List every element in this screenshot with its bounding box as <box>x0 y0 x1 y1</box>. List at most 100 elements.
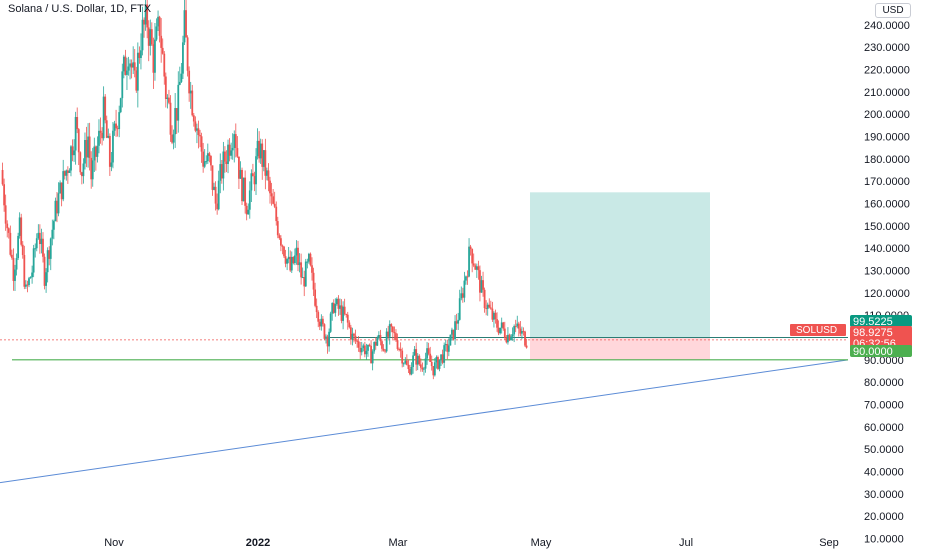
candle-body <box>130 63 133 68</box>
candle-body <box>192 115 195 122</box>
candle-body <box>349 327 352 340</box>
candle-body <box>116 128 119 130</box>
candle-body <box>152 44 155 73</box>
candle-body <box>191 90 194 116</box>
candle-body <box>356 340 358 342</box>
candle-body <box>295 247 298 256</box>
candle-body <box>404 360 407 364</box>
candle-body <box>68 170 71 173</box>
candle-body <box>323 324 326 339</box>
candle-body <box>354 335 357 341</box>
candle-body <box>199 135 201 137</box>
candle-body <box>230 150 233 156</box>
candle-body <box>9 232 12 255</box>
time-axis: Nov 2022 Mar May Jul Sep <box>104 537 839 549</box>
candle-body <box>368 344 371 346</box>
candle-body <box>91 160 94 180</box>
currency-unit-button[interactable]: USD <box>875 3 911 18</box>
candle-body <box>154 39 156 73</box>
candle-body <box>49 238 52 259</box>
candle-body <box>301 277 304 279</box>
candle-body <box>214 186 217 204</box>
y-tick-label: 200.0000 <box>864 109 910 121</box>
candle-body <box>101 132 103 139</box>
candle-body <box>217 180 220 210</box>
candle-body <box>423 368 425 370</box>
x-tick-label: Sep <box>819 537 839 549</box>
high-price-tag: 99.5225 <box>853 316 893 328</box>
candle-body <box>87 136 89 158</box>
x-tick-label: May <box>531 537 552 549</box>
candle-body <box>508 334 511 341</box>
candle-body <box>197 128 200 136</box>
candle-body <box>447 345 450 352</box>
candle-body <box>146 4 149 28</box>
candle-body <box>57 193 60 214</box>
candle-body <box>71 146 74 156</box>
candle-body <box>429 353 432 362</box>
candle-body <box>26 284 29 286</box>
high-price-tag-bg <box>850 315 912 327</box>
candle-body <box>112 130 114 163</box>
candle-body <box>311 265 313 273</box>
candle-body <box>45 272 47 286</box>
candle-body <box>449 334 452 346</box>
candle-body <box>222 151 225 179</box>
chart-lines <box>0 336 849 484</box>
candle-body <box>178 81 181 85</box>
candle-body <box>60 182 63 200</box>
candle-body <box>164 76 167 99</box>
candle-body <box>315 305 318 313</box>
candle-body <box>415 349 418 365</box>
candle-body <box>371 351 374 364</box>
candle-body <box>1 169 4 185</box>
candles <box>1 0 528 380</box>
candle-body <box>391 326 394 333</box>
candle-body <box>144 4 147 25</box>
candle-body <box>7 228 10 233</box>
candle-body <box>102 96 105 139</box>
candle-body <box>52 221 55 230</box>
candle-body <box>482 280 484 290</box>
candle-body <box>328 331 331 347</box>
x-tick-label: Nov <box>104 537 124 549</box>
x-tick-label: Mar <box>389 537 408 549</box>
candle-body <box>424 358 427 369</box>
candle-body <box>234 134 237 149</box>
candle-body <box>252 173 254 177</box>
candle-body <box>133 62 136 71</box>
candle-body <box>73 150 75 156</box>
candle-body <box>373 342 376 352</box>
candle-body <box>250 173 253 191</box>
candle-body <box>292 256 295 264</box>
candle-body <box>348 322 351 328</box>
candle-body <box>210 156 212 166</box>
candle-body <box>460 293 463 299</box>
candle-body <box>43 256 46 286</box>
candle-body <box>261 143 264 167</box>
candle-body <box>225 161 228 164</box>
candle-body <box>160 35 163 48</box>
candle-body <box>337 298 340 309</box>
candle-body <box>346 314 349 323</box>
candle-body <box>262 150 265 167</box>
candle-body <box>177 84 180 121</box>
candle-body <box>253 176 256 185</box>
candle-body <box>208 153 211 157</box>
candle-body <box>379 335 382 342</box>
candle-body <box>493 312 495 320</box>
candle-body <box>233 134 236 148</box>
candle-body <box>443 345 446 363</box>
candle-body <box>216 203 219 210</box>
y-tick-label: 150.0000 <box>864 221 910 233</box>
candle-body <box>42 238 44 257</box>
candle-body <box>289 256 292 271</box>
candle-body <box>155 26 158 40</box>
y-tick-label: 50.0000 <box>864 444 904 456</box>
candle-body <box>489 307 492 309</box>
candle-body <box>104 96 107 121</box>
candle-body <box>110 162 113 167</box>
candle-body <box>189 90 192 94</box>
candle-body <box>244 177 247 206</box>
